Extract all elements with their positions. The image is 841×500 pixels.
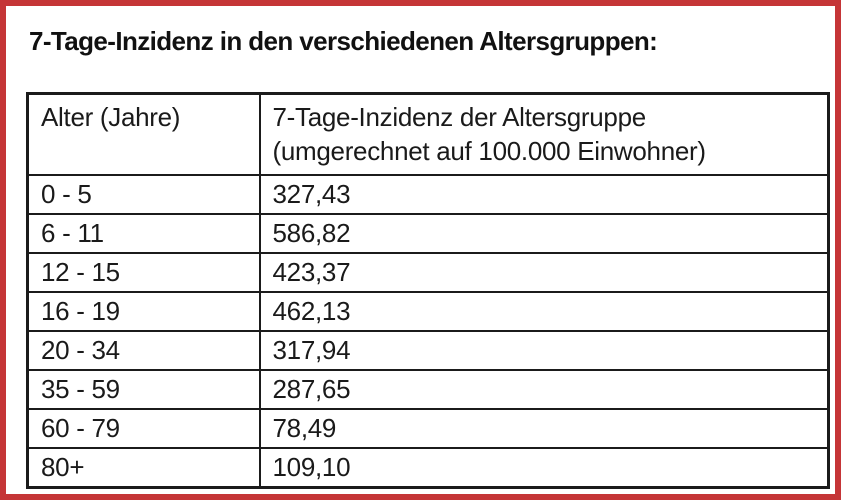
age-cell: 0 - 5 [26, 174, 261, 215]
table-body: 0 - 5 327,43 6 - 11 586,82 12 - 15 423,37 16 -… [26, 174, 830, 489]
age-cell: 80+ [26, 447, 261, 489]
table-row: 12 - 15 423,37 [26, 252, 830, 293]
age-cell: 16 - 19 [26, 291, 261, 332]
incidence-cell: 462,13 [258, 291, 830, 332]
page-title: 7-Tage-Inzidenz in den verschiedenen Alt… [29, 26, 658, 56]
incidence-cell: 327,43 [258, 174, 830, 215]
age-column-header-label: Alter (Jahre) [41, 102, 181, 132]
incidence-cell: 287,65 [258, 369, 830, 410]
table-row: 16 - 19 462,13 [26, 291, 830, 332]
incidence-table: Alter (Jahre) 7-Tage-Inzidenz der Alters… [26, 92, 830, 489]
table-header: Alter (Jahre) 7-Tage-Inzidenz der Alters… [26, 92, 830, 176]
table-row: 0 - 5 327,43 [26, 174, 830, 215]
table-row: 60 - 79 78,49 [26, 408, 830, 449]
age-cell: 12 - 15 [26, 252, 261, 293]
age-cell: 60 - 79 [26, 408, 261, 449]
incidence-cell: 317,94 [258, 330, 830, 371]
age-cell: 20 - 34 [26, 330, 261, 371]
age-cell: 35 - 59 [26, 369, 261, 410]
incidence-cell: 78,49 [258, 408, 830, 449]
incidence-column-header-line2: (umgerechnet auf 100.000 Einwohner) [272, 136, 707, 166]
incidence-column-header: 7-Tage-Inzidenz der Altersgruppe (umgere… [258, 92, 830, 176]
table-row: 20 - 34 317,94 [26, 330, 830, 371]
table-row: 80+ 109,10 [26, 447, 830, 489]
incidence-column-header-line1: 7-Tage-Inzidenz der Altersgruppe [272, 102, 647, 132]
table-row: 6 - 11 586,82 [26, 213, 830, 254]
incidence-cell: 423,37 [258, 252, 830, 293]
incidence-cell: 586,82 [258, 213, 830, 254]
age-column-header: Alter (Jahre) [26, 92, 261, 176]
age-cell: 6 - 11 [26, 213, 261, 254]
incidence-cell: 109,10 [258, 447, 830, 489]
table-header-row: Alter (Jahre) 7-Tage-Inzidenz der Alters… [26, 92, 830, 176]
table-row: 35 - 59 287,65 [26, 369, 830, 410]
